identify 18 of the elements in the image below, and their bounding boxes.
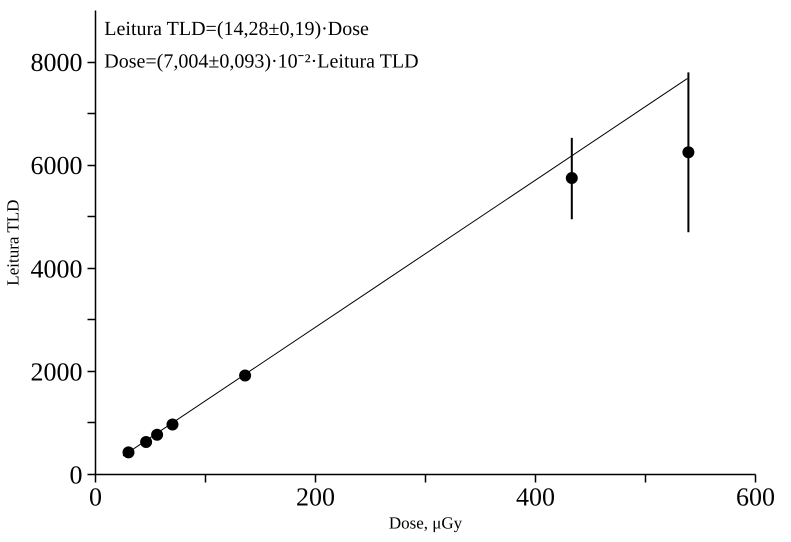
x-tick-label: 400 xyxy=(516,482,555,512)
point xyxy=(140,436,152,448)
x-tick-label: 600 xyxy=(736,482,775,512)
annotation: Leitura TLD=(14,28±0,19)·Dose xyxy=(104,18,370,40)
x-axis-title: Dose, μGy xyxy=(388,514,463,532)
y-tick-label: 6000 xyxy=(30,151,82,180)
x-tick-label: 0 xyxy=(89,482,102,512)
y-axis-title: Leitura TLD xyxy=(4,200,22,286)
annotation: Dose=(7,004±0,093)·10⁻²·Leitura TLD xyxy=(104,50,419,73)
y-tick-label: 0 xyxy=(70,460,82,490)
point xyxy=(122,446,134,458)
point xyxy=(151,428,164,441)
point xyxy=(566,172,578,184)
y-tick-label: 2000 xyxy=(30,357,82,386)
y-tick-label: 4000 xyxy=(30,254,82,284)
x-tick-label: 200 xyxy=(296,482,335,512)
point xyxy=(682,146,694,158)
y-tick-label: 8000 xyxy=(30,48,82,78)
